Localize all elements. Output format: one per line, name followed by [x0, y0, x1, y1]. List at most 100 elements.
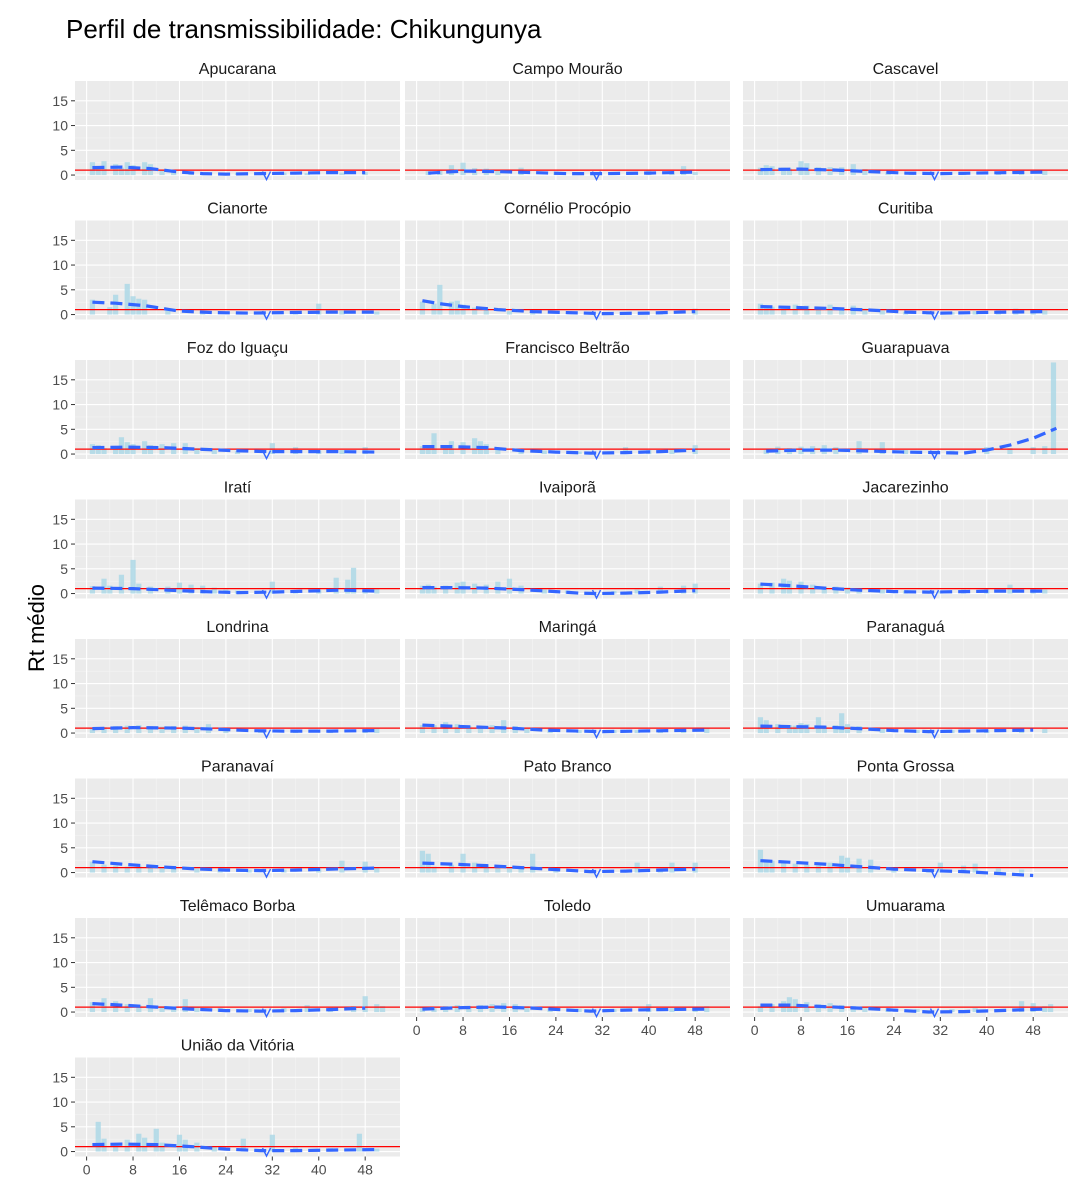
panel-ponta-grossa: Ponta Grossa — [743, 759, 1068, 878]
x-tick-label: 48 — [357, 1162, 373, 1178]
bar — [212, 1147, 217, 1152]
panel-title: Ivaiporã — [539, 480, 596, 497]
bar — [107, 307, 112, 314]
y-tick-label: 5 — [60, 142, 68, 158]
y-tick-label: 10 — [52, 536, 68, 552]
panel-title: Cornélio Procópio — [504, 201, 631, 218]
panel-title: Curitiba — [878, 201, 933, 218]
y-tick-label: 10 — [52, 1094, 68, 1110]
panel-maringa: Maringá — [405, 619, 730, 738]
bar — [495, 868, 500, 873]
y-tick-label: 10 — [52, 257, 68, 273]
panel-background — [743, 81, 1068, 180]
bar — [374, 1149, 379, 1152]
x-tick-label: 40 — [979, 1022, 995, 1038]
x-tick-label: 8 — [459, 1022, 467, 1038]
y-tick-label: 0 — [60, 446, 68, 462]
x-tick-label: 16 — [840, 1022, 856, 1038]
panel-background — [405, 500, 730, 599]
y-tick-label: 5 — [60, 282, 68, 298]
bar — [489, 1004, 494, 1012]
bar — [177, 1135, 182, 1152]
panel-title: Apucarana — [199, 61, 276, 78]
bar — [374, 312, 379, 315]
bar — [507, 579, 512, 594]
bar — [507, 868, 512, 873]
y-tick-label: 5 — [60, 700, 68, 716]
y-tick-label: 15 — [52, 93, 68, 109]
panel-cornelio-procopio: Cornélio Procópio — [405, 201, 730, 320]
panel-background — [75, 1058, 400, 1157]
panel-title: Pato Branco — [523, 759, 611, 776]
panel-toledo: Toledo0 8 16 24 32 40 48 — [405, 898, 730, 1038]
panel-background — [743, 221, 1068, 320]
panel-background — [743, 360, 1068, 459]
x-tick-label: 32 — [595, 1022, 611, 1038]
panel-cascavel: Cascavel — [743, 61, 1068, 180]
bar — [119, 168, 124, 175]
panel-background — [743, 779, 1068, 878]
panel-background — [75, 918, 400, 1017]
y-tick-label: 15 — [52, 511, 68, 527]
bar — [816, 866, 821, 873]
bar — [507, 311, 512, 314]
bar — [804, 865, 809, 873]
y-tick-label: 5 — [60, 840, 68, 856]
bar — [1042, 590, 1047, 594]
panel-title: Jacarezinho — [862, 480, 948, 497]
y-tick-label: 0 — [60, 1004, 68, 1020]
y-tick-label: 0 — [60, 307, 68, 323]
bar — [374, 589, 379, 594]
bar — [816, 717, 821, 733]
panel-jacarezinho: Jacarezinho — [743, 480, 1068, 599]
x-tick-label: 8 — [797, 1022, 805, 1038]
bar — [839, 713, 844, 733]
panel-title: Ponta Grossa — [857, 759, 955, 776]
bar — [339, 861, 344, 873]
y-tick-label: 10 — [52, 815, 68, 831]
panel-background — [75, 639, 400, 738]
bar — [374, 729, 379, 733]
bar — [827, 167, 832, 175]
x-tick-label: 32 — [933, 1022, 949, 1038]
panel-londrina: Londrina051015 — [52, 619, 400, 741]
bar — [431, 433, 436, 454]
bar — [542, 451, 547, 454]
y-tick-label: 5 — [60, 1119, 68, 1135]
bar — [862, 1007, 867, 1012]
x-tick-label: 0 — [83, 1162, 91, 1178]
y-tick-label: 15 — [52, 790, 68, 806]
x-tick-label: 40 — [311, 1162, 327, 1178]
panel-francisco-beltrao: Francisco Beltrão — [405, 340, 730, 459]
bar — [880, 729, 885, 733]
panel-background — [405, 639, 730, 738]
y-tick-label: 15 — [52, 232, 68, 248]
panel-title: Foz do Iguaçu — [187, 340, 288, 357]
bar — [119, 575, 124, 594]
panel-ivaipora: Ivaiporã — [405, 480, 730, 599]
bar — [495, 170, 500, 175]
bar — [880, 590, 885, 594]
panel-title: Campo Mourão — [512, 61, 622, 78]
facet-panels: Apucarana051015Campo Mourão CascavelCiano… — [52, 61, 1068, 1178]
bar — [1051, 362, 1056, 454]
x-tick-label: 40 — [641, 1022, 657, 1038]
bar — [669, 1008, 674, 1012]
panel-foz-do-iguacu: Foz do Iguaçu051015 — [52, 340, 400, 462]
bar — [194, 1007, 199, 1012]
panel-title: Maringá — [539, 619, 597, 636]
x-tick-label: 16 — [502, 1022, 518, 1038]
bar — [194, 869, 199, 873]
panel-title: Toledo — [544, 898, 591, 915]
bar — [101, 865, 106, 873]
bar — [833, 447, 838, 454]
bar — [420, 302, 425, 315]
y-tick-label: 10 — [52, 955, 68, 971]
panel-background — [75, 779, 400, 878]
bar — [154, 1129, 159, 1152]
bar — [339, 450, 344, 454]
panel-title: Paranaguá — [866, 619, 944, 636]
y-tick-label: 0 — [60, 586, 68, 602]
panel-campo-mourao: Campo Mourão — [405, 61, 730, 180]
y-axis-label: Rt médio — [24, 584, 49, 672]
